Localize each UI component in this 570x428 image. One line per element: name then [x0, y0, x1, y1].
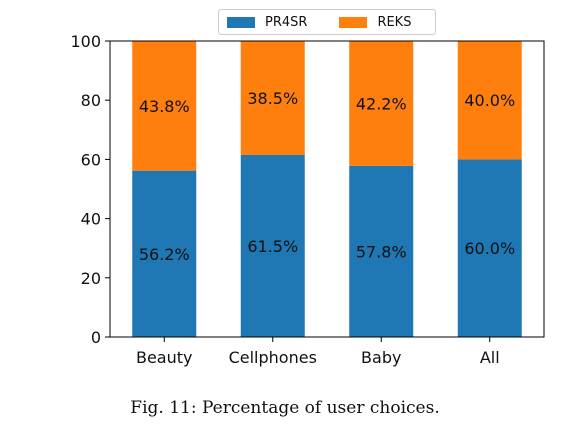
data-label-pr4sr-all: 60.0%: [464, 239, 515, 258]
legend-swatch-pr4sr: [227, 16, 255, 28]
data-label-pr4sr-cellphones: 61.5%: [247, 237, 298, 256]
y-tick-label-0: 0: [91, 328, 101, 347]
y-tick-label-80: 80: [81, 91, 101, 110]
legend-label-pr4sr: PR4SR: [265, 14, 308, 30]
bar-pr4sr-cellphones: [240, 154, 305, 337]
data-label-reks-all: 40.0%: [464, 91, 515, 110]
x-tick-label-baby: Baby: [361, 348, 401, 367]
bar-pr4sr-all: [457, 159, 522, 337]
data-label-reks-beauty: 43.8%: [139, 97, 190, 116]
plot-frame: [109, 40, 545, 338]
bar-pr4sr-beauty: [132, 170, 197, 337]
bar-reks-baby: [349, 41, 414, 166]
bar-reks-all: [457, 41, 522, 160]
x-tick-label-cellphones: Cellphones: [229, 348, 317, 367]
legend-item-pr4sr: PR4SR: [227, 15, 307, 30]
data-label-reks-baby: 42.2%: [356, 94, 407, 113]
y-tick-label-100: 100: [70, 32, 101, 51]
legend-swatch-reks: [339, 16, 368, 28]
x-tick-label-all: All: [480, 348, 500, 367]
figure-caption: Fig. 11: Percentage of user choices.: [130, 398, 440, 418]
data-label-pr4sr-baby: 57.8%: [356, 242, 407, 261]
y-tick-label-20: 20: [81, 269, 101, 288]
data-label-reks-cellphones: 38.5%: [247, 89, 298, 108]
chart-legend: PR4SR REKS: [218, 9, 436, 35]
x-tick-label-beauty: Beauty: [136, 348, 193, 367]
bar-reks-beauty: [132, 41, 197, 171]
legend-item-reks: REKS: [339, 15, 411, 30]
data-label-pr4sr-beauty: 56.2%: [139, 245, 190, 264]
bar-reks-cellphones: [240, 41, 305, 155]
y-tick-label-40: 40: [81, 210, 101, 229]
legend-label-reks: REKS: [377, 14, 412, 30]
bar-pr4sr-baby: [349, 165, 414, 337]
y-tick-label-60: 60: [81, 150, 101, 169]
